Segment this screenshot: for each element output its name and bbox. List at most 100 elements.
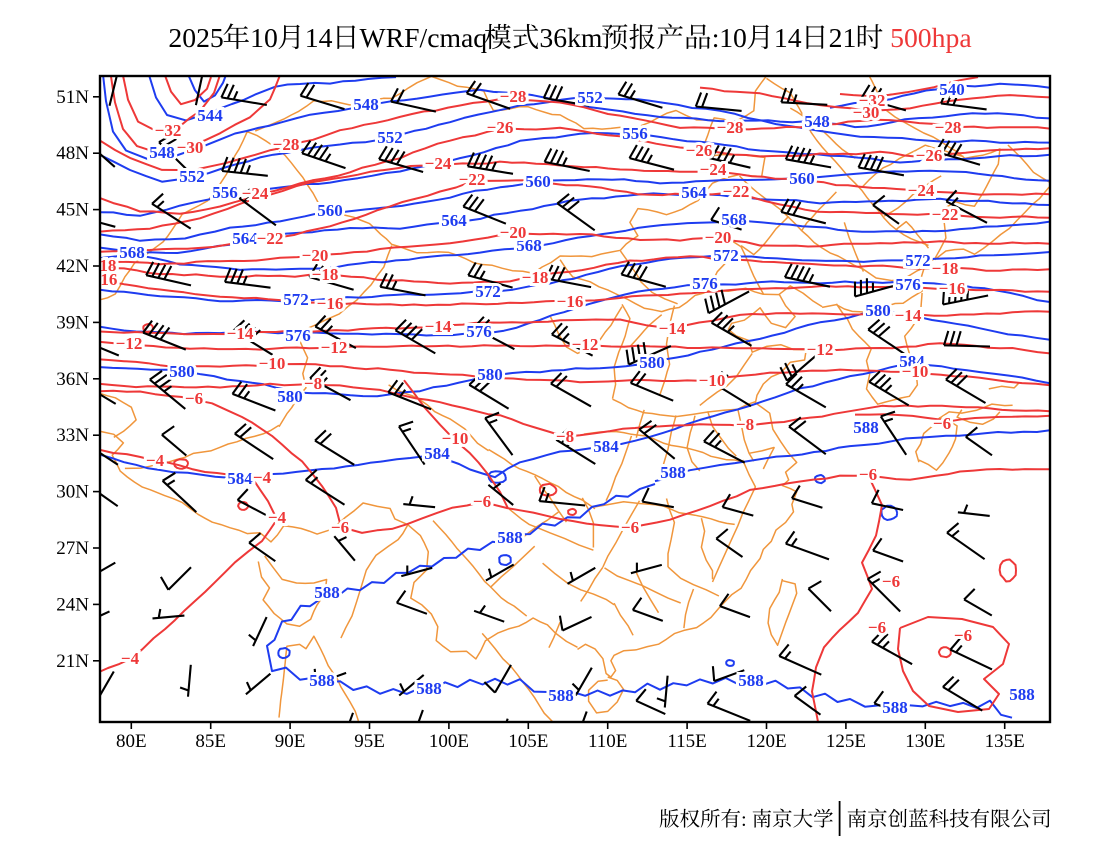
svg-text:−28: −28 (935, 118, 962, 137)
svg-text:−28: −28 (273, 135, 300, 154)
svg-text:135E: 135E (985, 731, 1025, 752)
svg-text::: : (712, 22, 720, 53)
svg-text:−12: −12 (807, 340, 834, 359)
svg-text:95E: 95E (354, 731, 385, 752)
svg-text:584: 584 (424, 444, 450, 463)
svg-text:−6: −6 (185, 389, 203, 408)
svg-text:−18: −18 (312, 265, 339, 284)
svg-text:−24: −24 (908, 181, 935, 200)
svg-text:548: 548 (149, 143, 175, 162)
svg-text:−20: −20 (302, 246, 329, 265)
svg-text:548: 548 (804, 112, 830, 131)
svg-text:−6: −6 (473, 492, 491, 511)
svg-text:552: 552 (577, 88, 603, 107)
svg-text:−8: −8 (736, 415, 754, 434)
svg-text:−22: −22 (723, 182, 750, 201)
svg-text:−16: −16 (557, 292, 584, 311)
svg-text:588: 588 (548, 686, 574, 705)
svg-text:560: 560 (789, 169, 815, 188)
svg-text:−4: −4 (121, 649, 140, 668)
svg-text:564: 564 (232, 229, 258, 248)
svg-text:14: 14 (774, 22, 802, 53)
svg-text:−6: −6 (954, 626, 972, 645)
svg-text:580: 580 (865, 301, 891, 320)
svg-text:−12: −12 (321, 338, 348, 357)
svg-text:39N: 39N (56, 312, 89, 333)
svg-text:130E: 130E (905, 731, 945, 752)
svg-text:−24: −24 (242, 184, 269, 203)
svg-text:−16: −16 (317, 294, 344, 313)
svg-text:556: 556 (212, 183, 238, 202)
svg-text:−10: −10 (442, 429, 469, 448)
svg-text:21N: 21N (56, 651, 89, 672)
svg-text::: : (741, 809, 747, 831)
svg-text:576: 576 (285, 326, 311, 345)
svg-text:−30: −30 (177, 138, 204, 157)
svg-text:−22: −22 (932, 205, 959, 224)
svg-text:584: 584 (593, 437, 619, 456)
svg-text:−6: −6 (882, 572, 900, 591)
svg-text:572: 572 (475, 282, 501, 301)
svg-text:568: 568 (119, 243, 145, 262)
svg-text:588: 588 (309, 671, 335, 690)
svg-text:576: 576 (895, 275, 921, 294)
svg-text:27N: 27N (56, 538, 89, 559)
svg-text:576: 576 (466, 322, 492, 341)
svg-text:544: 544 (197, 106, 223, 125)
svg-text:115E: 115E (667, 731, 706, 752)
svg-text:−26: −26 (916, 146, 943, 165)
svg-text:−24: −24 (425, 154, 452, 173)
svg-text:588: 588 (416, 679, 442, 698)
svg-text:125E: 125E (826, 731, 866, 752)
svg-text:−14: −14 (425, 317, 452, 336)
svg-text:572: 572 (283, 290, 309, 309)
svg-text:14: 14 (305, 22, 333, 53)
svg-text:−32: −32 (155, 121, 182, 140)
svg-text:−6: −6 (859, 465, 877, 484)
svg-text:−8: −8 (304, 374, 322, 393)
svg-text:588: 588 (497, 528, 523, 547)
svg-text:−16: −16 (939, 279, 966, 298)
svg-text:−6: −6 (933, 414, 951, 433)
svg-text:21: 21 (829, 22, 857, 53)
svg-text:580: 580 (639, 353, 665, 372)
svg-text:584: 584 (227, 469, 253, 488)
svg-text:100E: 100E (429, 731, 469, 752)
svg-text:−26: −26 (686, 141, 713, 160)
svg-text:80E: 80E (116, 731, 147, 752)
svg-text:−12: −12 (116, 334, 143, 353)
svg-text:90E: 90E (275, 731, 306, 752)
svg-text:588: 588 (314, 583, 340, 602)
svg-text:−18: −18 (522, 268, 549, 287)
svg-text:−16: −16 (91, 270, 118, 289)
svg-text:−4: −4 (146, 451, 165, 470)
svg-text:576: 576 (692, 274, 718, 293)
svg-text:−20: −20 (500, 223, 527, 242)
svg-text:580: 580 (477, 365, 503, 384)
svg-text:588: 588 (882, 698, 908, 717)
svg-text:−28: −28 (717, 118, 744, 137)
svg-text:−18: −18 (90, 256, 117, 275)
svg-text:−28: −28 (500, 87, 527, 106)
svg-text:24N: 24N (56, 594, 89, 615)
svg-text:588: 588 (660, 463, 686, 482)
svg-text:560: 560 (525, 172, 551, 191)
svg-text:564: 564 (441, 211, 467, 230)
svg-text:540: 540 (939, 80, 965, 99)
svg-text:10: 10 (250, 22, 278, 53)
svg-text:36km: 36km (539, 22, 603, 53)
svg-text:10: 10 (719, 22, 747, 53)
svg-text:580: 580 (169, 362, 195, 381)
svg-text:−4: −4 (253, 468, 272, 487)
svg-text:−4: −4 (268, 508, 287, 527)
svg-text:48N: 48N (56, 143, 89, 164)
svg-text:572: 572 (905, 251, 931, 270)
svg-text:42N: 42N (56, 256, 89, 277)
svg-text:564: 564 (681, 183, 707, 202)
svg-text:500hpa: 500hpa (890, 22, 972, 53)
svg-text:580: 580 (277, 387, 303, 406)
svg-text:−10: −10 (259, 354, 286, 373)
svg-text:51N: 51N (56, 87, 89, 108)
svg-text:45N: 45N (56, 200, 89, 221)
svg-text:−6: −6 (868, 618, 886, 637)
